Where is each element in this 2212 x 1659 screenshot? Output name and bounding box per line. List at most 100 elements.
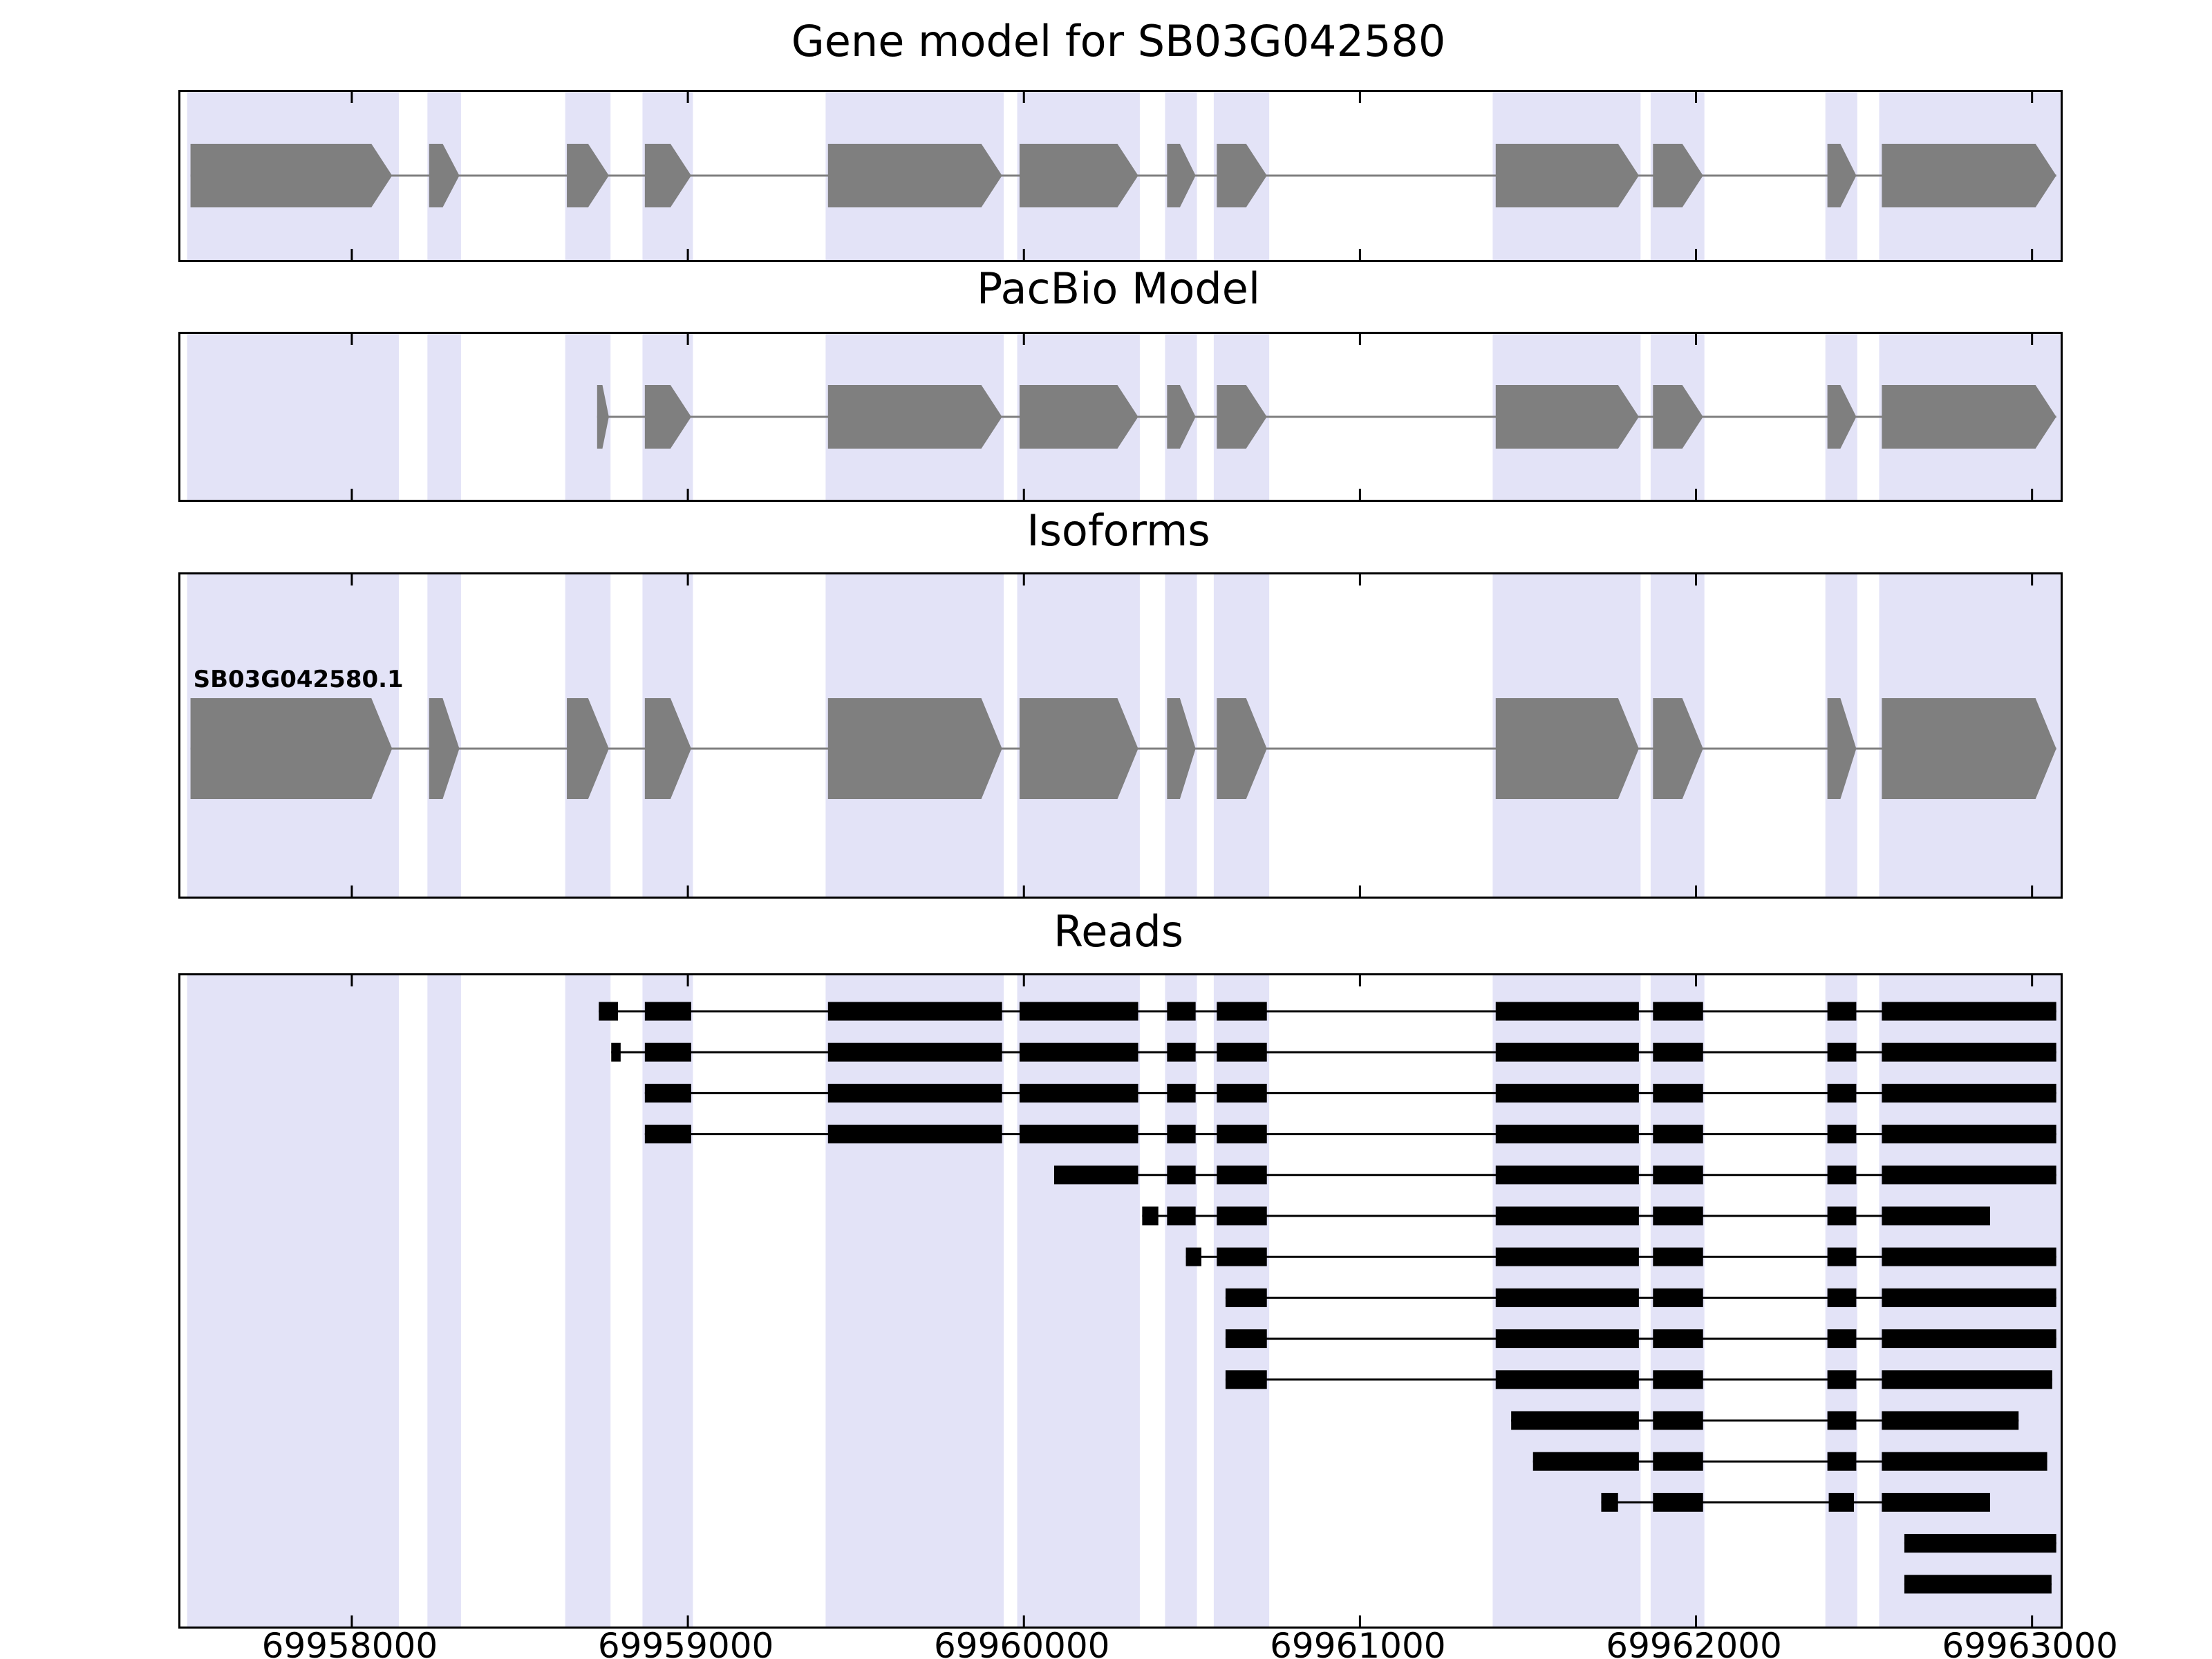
- exon-band: [1017, 975, 1140, 1627]
- read-block: [1827, 1370, 1857, 1389]
- x-tick-label: 69961000: [1270, 1626, 1446, 1659]
- exon-band: [825, 975, 1004, 1627]
- read-block: [1882, 1288, 2056, 1307]
- read-block: [1882, 1370, 2052, 1389]
- exon-band: [187, 975, 399, 1627]
- exon-arrow: [1217, 144, 1267, 207]
- read-block: [1167, 1125, 1196, 1144]
- read-block: [1882, 1083, 2056, 1103]
- read-block: [1225, 1288, 1267, 1307]
- read-block: [1827, 1165, 1857, 1185]
- exon-band: [427, 975, 461, 1627]
- read-block: [827, 1125, 1002, 1144]
- read-block: [1882, 1125, 2056, 1144]
- read-block: [1827, 1125, 1857, 1144]
- read-block: [1882, 1452, 2047, 1471]
- exon-arrow: [1019, 144, 1138, 207]
- read-block: [1217, 1206, 1267, 1226]
- exon-arrow: [827, 144, 1002, 207]
- exon-arrow: [1167, 144, 1196, 207]
- isoform-label: SB03G042580.1: [194, 666, 404, 693]
- read-block: [1827, 1452, 1857, 1471]
- read-block: [1185, 1247, 1201, 1266]
- exon-arrow: [1495, 385, 1639, 449]
- read-block: [1653, 1288, 1703, 1307]
- read-block: [1019, 1042, 1138, 1062]
- gene-model-title: Gene model for SB03G042580: [791, 16, 1446, 66]
- exon-band: [642, 975, 693, 1627]
- exon-band: [187, 334, 399, 500]
- read-block: [1653, 1370, 1703, 1389]
- exon-arrow: [1882, 144, 2056, 207]
- read-block: [1827, 1206, 1857, 1226]
- exon-arrow: [190, 698, 393, 799]
- read-block: [1167, 1002, 1196, 1021]
- read-block: [1882, 1492, 1990, 1512]
- read-block: [1167, 1042, 1196, 1062]
- read-block: [1533, 1452, 1639, 1471]
- read-block: [1653, 1247, 1703, 1266]
- read-block: [1495, 1370, 1639, 1389]
- read-block: [1495, 1042, 1639, 1062]
- exon-arrow: [1217, 698, 1267, 799]
- exon-band: [1165, 975, 1197, 1627]
- read-block: [1653, 1329, 1703, 1349]
- pacbio-model-title: PacBio Model: [976, 263, 1261, 314]
- exon-arrow: [1495, 698, 1639, 799]
- read-block: [1827, 1042, 1857, 1062]
- exon-arrow: [597, 385, 609, 449]
- exon-arrow: [827, 385, 1002, 449]
- read-block: [1827, 1329, 1857, 1349]
- read-block: [1653, 1492, 1703, 1512]
- exon-arrow: [567, 144, 609, 207]
- read-block: [1882, 1329, 2056, 1349]
- exon-arrow: [429, 698, 460, 799]
- isoforms-title: Isoforms: [1027, 505, 1210, 556]
- exon-arrow: [1019, 385, 1138, 449]
- read-block: [1142, 1206, 1159, 1226]
- read-block: [1827, 1002, 1857, 1021]
- exon-arrow: [1019, 698, 1138, 799]
- gene-model-track: [178, 90, 2063, 262]
- exon-band: [565, 975, 611, 1627]
- read-block: [1167, 1083, 1196, 1103]
- read-block: [1904, 1575, 2052, 1594]
- exon-arrow: [644, 144, 691, 207]
- exon-arrow: [1827, 144, 1857, 207]
- exon-band: [427, 334, 461, 500]
- read-block: [1827, 1288, 1857, 1307]
- read-block: [1495, 1165, 1639, 1185]
- read-block: [1217, 1042, 1267, 1062]
- read-block: [1217, 1083, 1267, 1103]
- read-block: [1653, 1083, 1703, 1103]
- exon-arrow: [1827, 385, 1857, 449]
- read-block: [1217, 1002, 1267, 1021]
- read-block: [1653, 1206, 1703, 1226]
- read-block: [1882, 1002, 2056, 1021]
- read-block: [1225, 1329, 1267, 1349]
- read-block: [1601, 1492, 1618, 1512]
- exon-arrow: [1653, 385, 1703, 449]
- read-block: [1653, 1002, 1703, 1021]
- x-tick-label: 69963000: [1942, 1626, 2118, 1659]
- read-block: [1495, 1288, 1639, 1307]
- read-block: [1882, 1042, 2056, 1062]
- read-block: [1019, 1002, 1138, 1021]
- read-block: [827, 1042, 1002, 1062]
- exon-arrow: [1167, 385, 1196, 449]
- read-block: [827, 1083, 1002, 1103]
- read-block: [1653, 1042, 1703, 1062]
- exon-arrow: [1217, 385, 1267, 449]
- read-block: [1495, 1125, 1639, 1144]
- read-block: [1019, 1125, 1138, 1144]
- x-tick-label: 69960000: [933, 1626, 1110, 1659]
- exon-arrow: [1167, 698, 1196, 799]
- read-block: [644, 1125, 691, 1144]
- read-block: [1053, 1165, 1138, 1185]
- read-block: [1827, 1411, 1857, 1430]
- x-axis-tick-labels: 69958000 69959000 69960000 69961000 69962000…: [0, 1626, 2212, 1659]
- x-tick-label: 69962000: [1606, 1626, 1782, 1659]
- read-block: [1167, 1206, 1196, 1226]
- read-block: [1827, 1247, 1857, 1266]
